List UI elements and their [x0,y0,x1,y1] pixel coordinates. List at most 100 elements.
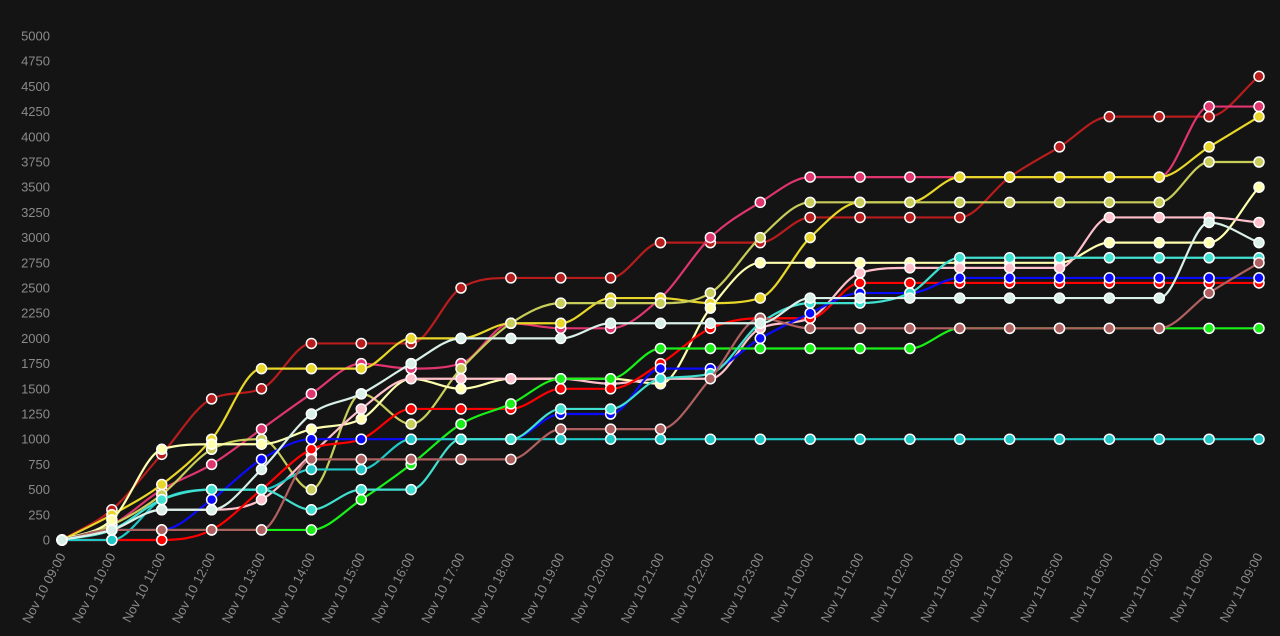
data-point[interactable] [205,524,218,536]
data-point[interactable] [505,453,517,466]
data-point[interactable] [305,433,318,445]
data-point[interactable] [355,388,367,400]
data-point[interactable] [1253,100,1265,113]
data-point[interactable] [1153,171,1165,183]
data-point[interactable] [704,287,717,299]
data-point[interactable] [1253,156,1265,168]
data-point[interactable] [604,403,617,415]
data-point[interactable] [255,383,268,395]
data-point[interactable] [954,211,966,224]
data-point[interactable] [555,383,567,395]
data-point[interactable] [405,433,417,445]
data-point[interactable] [804,292,816,304]
data-point[interactable] [954,272,966,284]
data-point[interactable] [904,171,916,183]
data-point[interactable] [1153,272,1165,284]
data-point[interactable] [1153,322,1165,335]
data-point[interactable] [355,453,367,466]
data-point[interactable] [156,504,168,516]
data-point[interactable] [255,362,268,375]
data-point[interactable] [1253,181,1265,193]
data-point[interactable] [355,337,367,350]
data-point[interactable] [854,433,866,445]
data-point[interactable] [954,252,966,264]
data-point[interactable] [205,458,218,471]
data-point[interactable] [405,372,417,385]
data-point[interactable] [1253,70,1265,83]
data-point[interactable] [654,317,667,330]
data-point[interactable] [156,534,168,546]
data-point[interactable] [904,433,916,445]
data-point[interactable] [455,282,467,294]
data-point[interactable] [954,196,966,209]
data-point[interactable] [1203,322,1215,335]
data-point[interactable] [854,196,866,209]
data-point[interactable] [1253,110,1265,123]
data-point[interactable] [455,433,467,445]
data-point[interactable] [704,433,717,445]
data-point[interactable] [854,171,866,183]
data-point[interactable] [505,272,517,284]
data-point[interactable] [305,423,318,435]
data-point[interactable] [505,317,517,330]
data-point[interactable] [804,171,816,183]
data-point[interactable] [1053,433,1066,445]
data-point[interactable] [954,171,966,183]
data-point[interactable] [455,372,467,385]
data-point[interactable] [1203,156,1215,168]
data-point[interactable] [754,342,766,355]
data-point[interactable] [754,433,766,445]
data-point[interactable] [854,342,866,355]
data-point[interactable] [654,423,667,435]
data-point[interactable] [205,504,218,516]
data-point[interactable] [205,493,218,506]
data-point[interactable] [305,337,318,350]
data-point[interactable] [305,524,318,536]
data-point[interactable] [455,383,467,395]
data-point[interactable] [455,418,467,430]
data-point[interactable] [904,211,916,224]
data-point[interactable] [106,534,118,546]
data-point[interactable] [555,423,567,435]
data-point[interactable] [405,453,417,466]
data-point[interactable] [1103,433,1116,445]
data-point[interactable] [654,433,667,445]
data-point[interactable] [1003,171,1016,183]
data-point[interactable] [1103,322,1116,335]
data-point[interactable] [704,302,717,314]
data-point[interactable] [654,342,667,355]
data-point[interactable] [854,211,866,224]
data-point[interactable] [1153,236,1165,249]
data-point[interactable] [305,463,318,476]
data-point[interactable] [1003,433,1016,445]
data-point[interactable] [1253,257,1265,269]
data-point[interactable] [555,317,567,330]
data-point[interactable] [1153,211,1165,224]
data-point[interactable] [555,403,567,415]
data-point[interactable] [954,433,966,445]
data-point[interactable] [754,332,766,345]
data-point[interactable] [405,418,417,430]
data-point[interactable] [555,297,567,309]
data-point[interactable] [255,423,268,435]
data-point[interactable] [156,478,168,491]
data-point[interactable] [604,433,617,445]
data-point[interactable] [156,493,168,506]
data-point[interactable] [1003,196,1016,209]
data-point[interactable] [1253,322,1265,335]
data-point[interactable] [1253,236,1265,249]
data-point[interactable] [1003,262,1016,274]
data-point[interactable] [954,292,966,304]
data-point[interactable] [704,372,717,385]
data-point[interactable] [355,493,367,506]
data-point[interactable] [305,388,318,400]
data-point[interactable] [1103,272,1116,284]
data-point[interactable] [854,257,866,269]
data-point[interactable] [355,413,367,425]
data-point[interactable] [505,372,517,385]
data-point[interactable] [355,362,367,375]
data-point[interactable] [904,262,916,274]
data-point[interactable] [954,262,966,274]
data-point[interactable] [305,443,318,456]
data-point[interactable] [255,438,268,450]
